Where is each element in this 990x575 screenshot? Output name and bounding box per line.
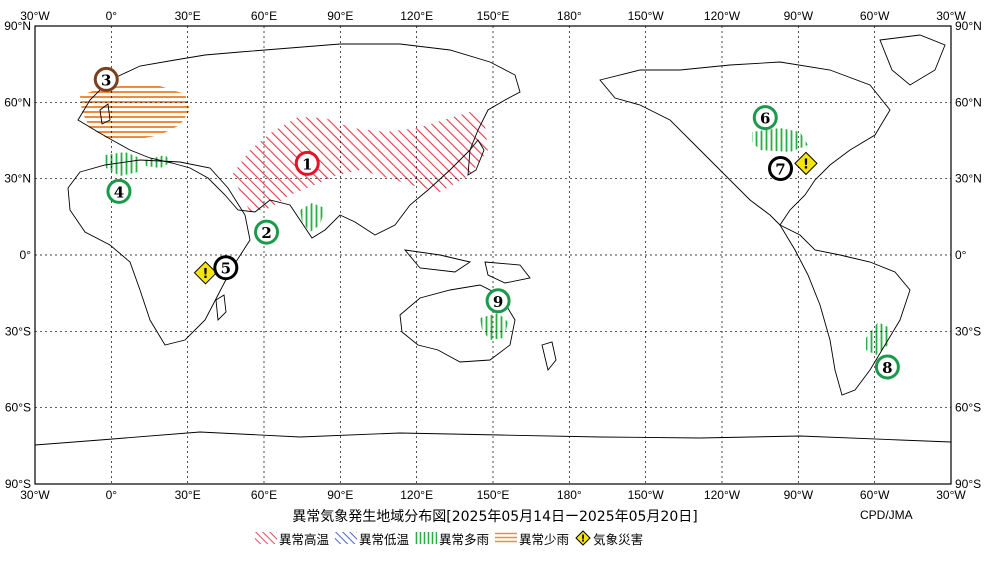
swatch-horizontal-orange <box>495 532 518 544</box>
marker-number: 5 <box>221 260 231 278</box>
region-marker-1: 1 <box>294 150 320 176</box>
legend-label: 異常低温 <box>359 531 410 547</box>
lon-tick-top: 120°W <box>704 9 741 23</box>
lon-tick-top: 60°E <box>251 9 277 23</box>
marker-number: 6 <box>760 110 770 128</box>
marker-number: 7 <box>775 160 785 178</box>
region-marker-5: 5 <box>213 255 239 281</box>
warning-diamond-icon: ! <box>794 151 818 176</box>
coastlines <box>35 34 951 446</box>
anomaly-markers: !! 1 2 3 4 5 6 7 8 9 <box>93 66 900 380</box>
lat-tick-right: 0° <box>955 248 967 262</box>
region-marker-7: 7 <box>768 155 794 181</box>
swatch-vertical-green <box>415 532 438 544</box>
lon-tick-bottom: 0° <box>106 488 118 502</box>
legend-heavy-precip: 異常多雨 <box>415 529 489 548</box>
lat-tick-right: 60°S <box>955 401 981 415</box>
lon-tick-top: 30°E <box>175 9 201 23</box>
lon-tick-bottom: 90°E <box>327 488 353 502</box>
marker-number: 2 <box>261 224 271 242</box>
lon-tick-bottom: 180° <box>557 488 582 502</box>
lon-tick-bottom: 150°W <box>628 488 665 502</box>
region-marker-6: 6 <box>752 105 778 131</box>
legend-light-precip: 異常少雨 <box>495 529 569 548</box>
svg-text:!: ! <box>581 534 586 545</box>
lon-tick-bottom: 90°W <box>784 488 814 502</box>
marker-number: 3 <box>101 71 111 89</box>
legend-disaster: ! 気象災害 <box>575 529 643 548</box>
lon-tick-top: 120°E <box>400 9 433 23</box>
area-high-temp-asia <box>232 112 488 212</box>
lat-tick-left: 30°N <box>4 172 31 186</box>
region-marker-2: 2 <box>254 219 280 245</box>
lon-tick-bottom: 30°W <box>936 488 966 502</box>
lon-tick-top: 150°W <box>628 9 665 23</box>
lon-tick-bottom: 30°E <box>175 488 201 502</box>
legend-label: 異常多雨 <box>439 531 490 547</box>
lat-tick-left: 30°S <box>5 324 31 338</box>
anomaly-world-map: 30°W 0° 30°E 60°E 90°E 120°E 150°E 180° 150°W 120… <box>4 9 982 502</box>
swatch-diagonal-blue <box>335 532 358 544</box>
area-dry-europe <box>80 85 190 140</box>
lon-tick-bottom: 60°W <box>860 488 890 502</box>
lat-tick-right: 30°S <box>955 324 981 338</box>
marker-number: 9 <box>493 293 503 311</box>
legend: 異常高温 異常低温 異常多雨 異常少雨 ! 気象災害 <box>255 528 643 548</box>
lon-tick-bottom: 120°E <box>400 488 433 502</box>
region-marker-3: 3 <box>93 66 119 92</box>
area-wet-namerica <box>752 128 808 152</box>
region-marker-9: 9 <box>485 288 511 314</box>
marker-number: 4 <box>114 183 124 201</box>
lon-tick-top: 60°W <box>860 9 890 23</box>
anomaly-areas <box>80 85 890 355</box>
legend-high-temp: 異常高温 <box>255 529 329 548</box>
lat-tick-left: 90°N <box>4 19 31 33</box>
region-marker-8: 8 <box>874 354 900 380</box>
map-title: 異常気象発生地域分布図[2025年05月14日ー2025年05月20日] <box>292 509 698 525</box>
lat-tick-left: 60°S <box>5 401 31 415</box>
credit-label: CPD/JMA <box>860 508 913 522</box>
legend-low-temp: 異常低温 <box>335 529 409 548</box>
lon-tick-top: 90°W <box>784 9 814 23</box>
tick-labels: 30°W 0° 30°E 60°E 90°E 120°E 150°E 180° 150°W 120… <box>4 9 982 502</box>
lon-tick-top: 30°W <box>936 9 966 23</box>
lat-tick-right: 30°N <box>955 172 982 186</box>
lat-tick-left: 90°S <box>5 477 31 491</box>
marker-number: 8 <box>882 359 892 377</box>
area-wet-nafrica <box>105 152 140 176</box>
legend-label: 気象災害 <box>593 531 644 547</box>
lat-tick-left: 0° <box>20 248 32 262</box>
lon-tick-top: 90°E <box>327 9 353 23</box>
lat-tick-right: 60°N <box>955 95 982 109</box>
lon-tick-bottom: 60°E <box>251 488 277 502</box>
lon-tick-top: 30°W <box>20 9 50 23</box>
legend-label: 異常高温 <box>279 531 330 547</box>
lon-tick-bottom: 120°W <box>704 488 741 502</box>
svg-text:!: ! <box>803 157 809 172</box>
lat-tick-right: 90°N <box>955 19 982 33</box>
swatch-diagonal-red <box>255 532 277 544</box>
legend-label: 異常少雨 <box>519 531 570 547</box>
svg-text:!: ! <box>203 267 209 282</box>
lon-tick-top: 150°E <box>477 9 510 23</box>
area-wet-med <box>145 155 172 168</box>
lat-tick-left: 60°N <box>4 95 31 109</box>
lon-tick-top: 0° <box>106 9 118 23</box>
area-wet-india <box>300 203 325 232</box>
graticule <box>35 26 951 484</box>
lon-tick-bottom: 150°E <box>477 488 510 502</box>
warning-diamond-icon: ! <box>193 261 218 285</box>
lat-tick-right: 90°S <box>955 477 981 491</box>
warning-diamond-icon: ! <box>575 530 591 546</box>
lon-tick-bottom: 30°W <box>20 488 50 502</box>
area-wet-australia <box>480 313 508 340</box>
region-marker-4: 4 <box>106 178 132 204</box>
lon-tick-top: 180° <box>557 9 582 23</box>
marker-number: 1 <box>302 155 312 173</box>
